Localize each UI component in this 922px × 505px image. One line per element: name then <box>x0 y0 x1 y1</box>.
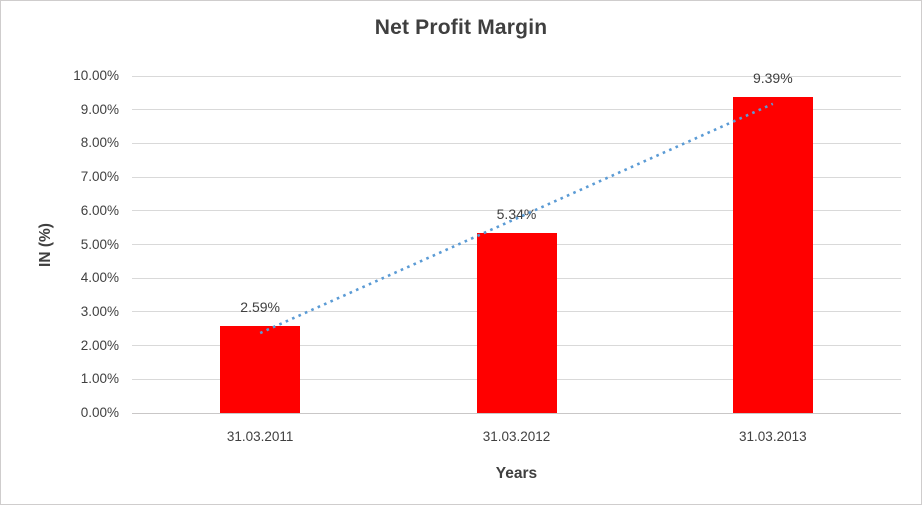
gridline <box>132 75 901 77</box>
gridline <box>132 176 901 178</box>
y-axis-ticks: 0.00% 1.00% 2.00% 3.00% 4.00% 5.00% 6.00% 7.00%… <box>1 68 119 420</box>
gridline <box>132 109 901 111</box>
y-tick-label: 0.00% <box>80 405 119 420</box>
bar-31.03.2012 <box>476 233 557 413</box>
data-label: 2.59% <box>240 298 280 315</box>
y-tick-label: 7.00% <box>80 169 119 185</box>
gridline <box>132 142 901 144</box>
y-tick-label: 4.00% <box>80 270 119 286</box>
y-tick-label: 9.00% <box>80 101 119 117</box>
data-label: 5.34% <box>496 206 537 223</box>
x-axis-ticks: 31.03.2011 31.03.2012 31.03.2013 <box>132 428 901 446</box>
trendline <box>259 102 774 335</box>
x-tick-label: 31.03.2013 <box>739 429 807 444</box>
x-axis-title: Years <box>495 465 538 482</box>
y-tick-label: 8.00% <box>80 135 119 151</box>
y-tick-label: 2.00% <box>80 337 119 353</box>
x-tick-label: 31.03.2011 <box>226 429 294 444</box>
bar-31.03.2013 <box>732 96 813 413</box>
y-tick-label: 5.00% <box>80 236 119 252</box>
chart-title: Net Profit Margin <box>374 16 548 39</box>
y-tick-label: 6.00% <box>80 202 119 218</box>
y-tick-label: 3.00% <box>80 303 119 319</box>
data-label: 9.39% <box>752 69 793 86</box>
x-tick-label: 31.03.2012 <box>482 429 551 444</box>
plot-area: 2.59% 5.34% 9.39% <box>132 70 901 414</box>
y-tick-label: 1.00% <box>80 371 119 387</box>
gridline <box>132 210 901 212</box>
y-tick-label: 10.00% <box>73 68 119 83</box>
bar-31.03.2011 <box>220 325 301 413</box>
x-axis-line <box>132 412 901 414</box>
